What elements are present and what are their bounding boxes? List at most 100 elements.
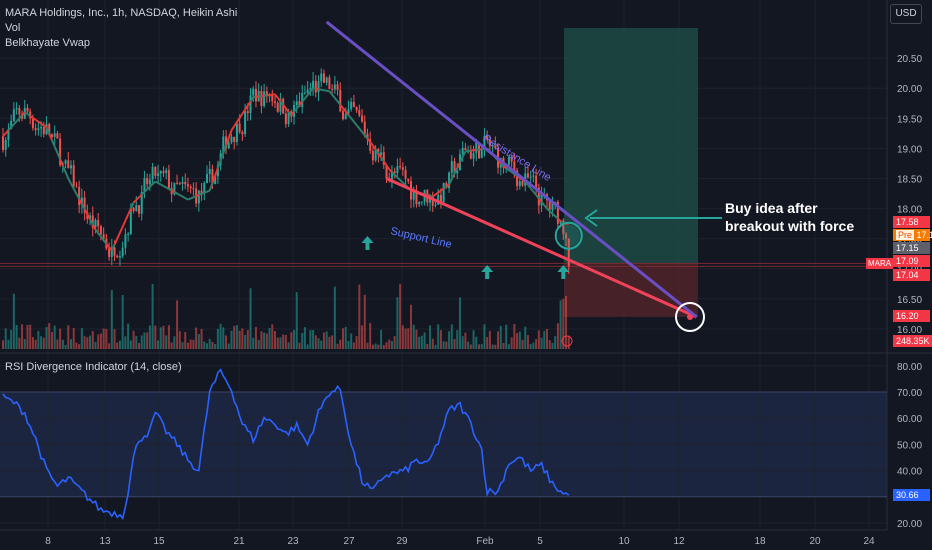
vwap-seg-107 bbox=[293, 107, 298, 113]
volume-bar-32 bbox=[89, 335, 92, 349]
vwap-seg-36 bbox=[100, 236, 105, 241]
volume-indicator-label[interactable]: Vol bbox=[5, 22, 21, 34]
candle-body-147 bbox=[401, 167, 404, 170]
vwap-seg-120 bbox=[328, 90, 333, 96]
vwap-seg-24 bbox=[67, 178, 72, 185]
rsi-tick-5: 70.00 bbox=[897, 388, 922, 399]
candle-body-19 bbox=[53, 133, 56, 137]
volume-bar-42 bbox=[116, 342, 119, 349]
volume-bar-163 bbox=[445, 341, 448, 349]
time-tick-5: 27 bbox=[343, 536, 355, 547]
volume-bar-172 bbox=[469, 344, 472, 349]
volume-bar-107 bbox=[293, 329, 296, 349]
vwap-seg-169 bbox=[461, 150, 467, 158]
volume-bar-8 bbox=[23, 338, 26, 349]
volume-bar-201 bbox=[548, 340, 551, 349]
volume-bar-192 bbox=[524, 326, 527, 349]
volume-bar-101 bbox=[276, 337, 279, 349]
candle-body-124 bbox=[339, 89, 342, 112]
vwap-seg-18 bbox=[51, 139, 56, 147]
candle-body-63 bbox=[173, 182, 176, 195]
volume-bar-165 bbox=[450, 324, 453, 349]
volume-bar-110 bbox=[301, 332, 304, 349]
volume-bar-40 bbox=[110, 290, 113, 349]
volume-bar-200 bbox=[546, 328, 548, 349]
support-line-label: Support Line bbox=[389, 225, 452, 251]
vwap-seg-124 bbox=[339, 104, 344, 109]
candle-body-89 bbox=[244, 111, 247, 135]
candle-body-48 bbox=[132, 207, 135, 212]
vwap-seg-23 bbox=[64, 171, 70, 179]
vwap-seg-69 bbox=[190, 196, 194, 200]
time-tick-9: 10 bbox=[618, 536, 630, 547]
volume-bar-178 bbox=[486, 337, 489, 349]
volume-bar-183 bbox=[499, 325, 502, 349]
vwap-seg-8 bbox=[24, 111, 29, 115]
vwap-seg-86 bbox=[236, 117, 241, 123]
vwap-seg-72 bbox=[198, 193, 202, 196]
volume-bar-134 bbox=[366, 342, 369, 349]
volume-bar-132 bbox=[361, 325, 364, 349]
candle-body-152 bbox=[415, 191, 418, 205]
vwap-seg-14 bbox=[40, 122, 45, 127]
volume-bar-44 bbox=[121, 294, 124, 349]
candle-body-178 bbox=[486, 136, 489, 140]
candle-body-118 bbox=[322, 73, 325, 83]
vwap-seg-38 bbox=[105, 243, 110, 248]
vwap-seg-62 bbox=[171, 189, 175, 193]
vwap-indicator-label[interactable]: Belkhayate Vwap bbox=[5, 37, 90, 49]
volume-bar-67 bbox=[184, 332, 187, 349]
candle-body-135 bbox=[369, 139, 372, 151]
rsi-panel-title[interactable]: RSI Divergence Indicator (14, close) bbox=[5, 361, 182, 373]
volume-bar-166 bbox=[453, 338, 456, 349]
vwap-seg-122 bbox=[334, 97, 339, 102]
candle-body-85 bbox=[233, 136, 236, 142]
volume-bar-56 bbox=[154, 325, 157, 349]
vwap-seg-73 bbox=[201, 191, 205, 195]
candle-body-0 bbox=[2, 136, 4, 150]
volume-bar-208 bbox=[567, 335, 570, 349]
volume-bar-91 bbox=[249, 288, 252, 349]
vwap-seg-43 bbox=[119, 226, 124, 234]
candle-body-113 bbox=[309, 88, 312, 90]
candle-body-121 bbox=[331, 88, 334, 90]
volume-bar-196 bbox=[535, 339, 538, 349]
volume-bar-84 bbox=[230, 330, 233, 349]
volume-bar-193 bbox=[526, 335, 529, 349]
volume-bar-23 bbox=[64, 344, 67, 349]
vwap-seg-56 bbox=[154, 180, 159, 184]
vwap-seg-89 bbox=[244, 104, 249, 111]
vwap-seg-15 bbox=[43, 124, 48, 129]
candle-body-18 bbox=[50, 134, 53, 137]
vwap-seg-143 bbox=[391, 171, 396, 176]
volume-bar-71 bbox=[195, 327, 198, 349]
candle-body-50 bbox=[138, 205, 140, 214]
vwap-seg-37 bbox=[102, 239, 108, 245]
candle-body-186 bbox=[507, 157, 510, 165]
volume-bar-131 bbox=[358, 284, 361, 349]
candle-body-190 bbox=[518, 181, 521, 187]
volume-bar-25 bbox=[70, 339, 72, 349]
candle-body-42 bbox=[116, 255, 119, 258]
vwap-seg-195 bbox=[532, 191, 537, 196]
vwap-seg-158 bbox=[432, 193, 437, 198]
vwap-seg-115 bbox=[315, 87, 319, 91]
vwap-seg-31 bbox=[86, 213, 91, 220]
volume-bar-115 bbox=[314, 335, 317, 349]
candle-body-23 bbox=[64, 160, 67, 164]
volume-bar-205 bbox=[559, 300, 562, 349]
vwap-seg-112 bbox=[306, 90, 312, 96]
candle-body-137 bbox=[374, 148, 377, 161]
candle-body-169 bbox=[461, 147, 464, 155]
volume-bar-13 bbox=[37, 331, 40, 349]
currency-button[interactable]: USD bbox=[890, 4, 922, 24]
volume-bar-125 bbox=[342, 328, 344, 349]
volume-bar-154 bbox=[420, 335, 423, 349]
vwap-seg-156 bbox=[427, 194, 431, 197]
volume-bar-140 bbox=[382, 344, 385, 349]
volume-bar-145 bbox=[396, 297, 399, 349]
time-tick-11: 18 bbox=[754, 536, 766, 547]
candle-body-43 bbox=[118, 256, 121, 258]
candle-body-95 bbox=[260, 90, 263, 106]
